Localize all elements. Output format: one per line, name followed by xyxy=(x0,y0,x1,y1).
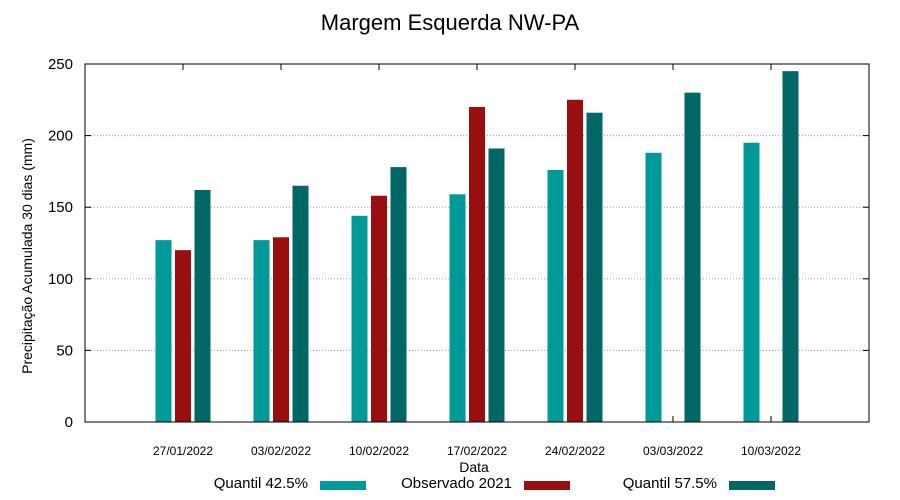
x-tick-label: 10/02/2022 xyxy=(349,444,409,458)
y-axis-label: Precipitação Acumulada 30 dias (mm) xyxy=(19,138,35,374)
bar xyxy=(253,240,270,422)
bar xyxy=(488,148,505,422)
legend-label: Observado 2021 xyxy=(401,475,512,492)
x-tick-label: 03/02/2022 xyxy=(251,444,311,458)
bar xyxy=(547,169,564,422)
bar xyxy=(155,240,172,422)
legend-label: Quantil 57.5% xyxy=(622,475,717,492)
bar xyxy=(449,194,466,422)
y-tick-label: 50 xyxy=(56,342,73,359)
x-tick-label: 27/01/2022 xyxy=(153,444,213,458)
bar xyxy=(390,167,407,422)
legend-swatch xyxy=(729,481,775,490)
x-tick-label: 03/03/2022 xyxy=(643,444,703,458)
x-tick-label: 17/02/2022 xyxy=(447,444,507,458)
y-tick-label: 250 xyxy=(48,56,73,73)
bar xyxy=(743,142,760,422)
bar xyxy=(273,237,289,422)
bar xyxy=(175,250,191,422)
legend: Quantil 42.5% Observado 2021 Quantil 57.… xyxy=(0,474,900,498)
bar xyxy=(469,106,485,423)
plot-frame xyxy=(84,63,870,423)
bar xyxy=(782,71,799,422)
legend-swatch xyxy=(524,481,570,490)
y-tick-label: 0 xyxy=(65,414,73,431)
legend-swatch xyxy=(320,481,366,490)
y-tick-label: 100 xyxy=(48,271,73,288)
bar xyxy=(684,92,701,422)
bar xyxy=(194,190,211,422)
bar xyxy=(292,185,309,422)
y-tick-label: 150 xyxy=(48,199,73,216)
bar xyxy=(586,112,603,423)
chart-title: Margem Esquerda NW-PA xyxy=(320,10,580,35)
legend-label: Quantil 42.5% xyxy=(213,475,308,492)
x-tick-label: 10/03/2022 xyxy=(741,444,801,458)
bar xyxy=(351,215,368,422)
x-tick-label: 24/02/2022 xyxy=(545,444,605,458)
bar xyxy=(645,152,662,422)
bar xyxy=(567,99,583,423)
x-axis-label: Data xyxy=(459,459,489,475)
bar xyxy=(371,195,387,422)
y-tick-label: 200 xyxy=(48,128,73,145)
